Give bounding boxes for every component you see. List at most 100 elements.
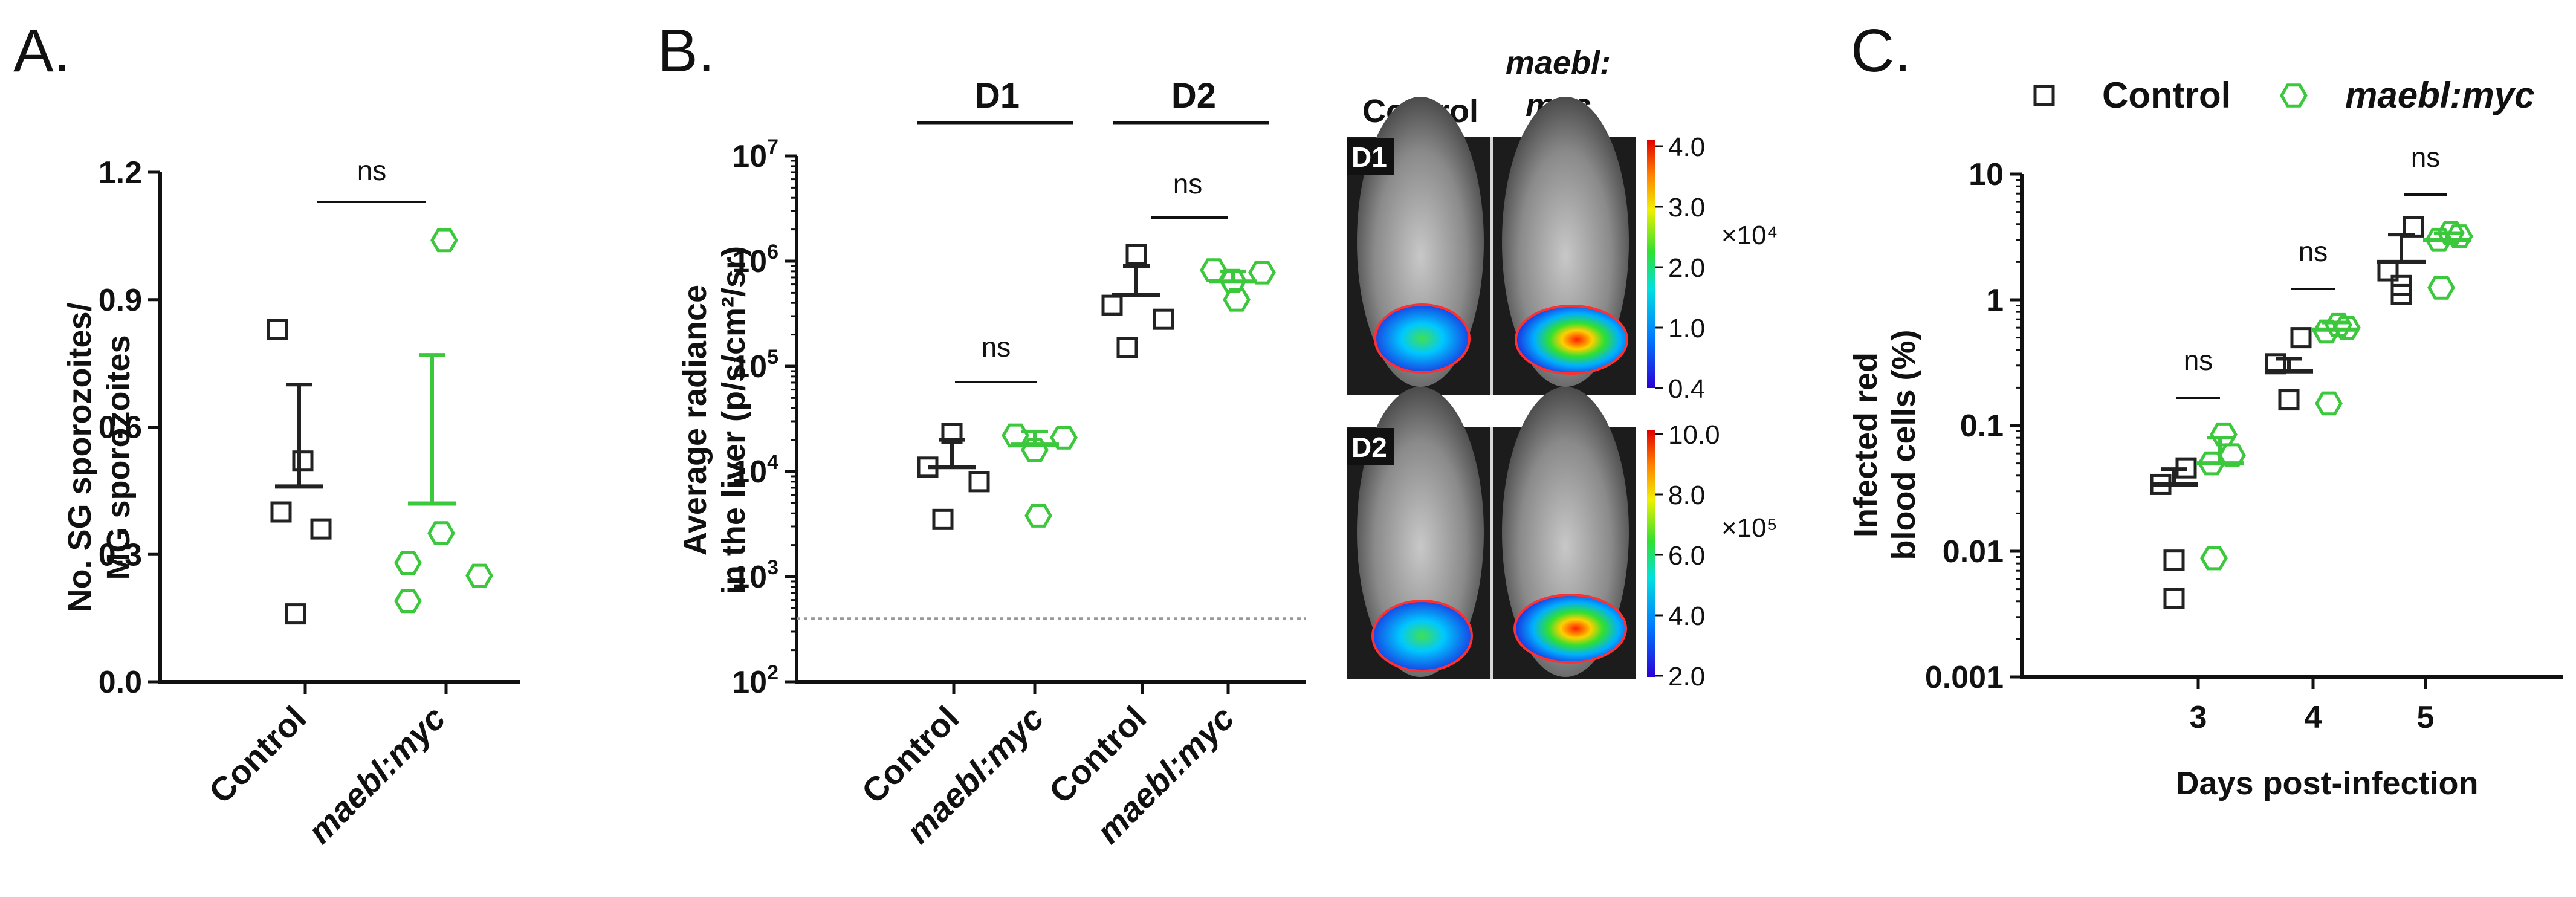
panel-c-point-maebl	[2315, 391, 2343, 416]
panel-b-point-control-d2	[1125, 244, 1147, 265]
panel-a-ylabel-line1: No. SG sporozoites/	[62, 302, 98, 612]
colorbar-tick-label: 2.0	[1668, 662, 1705, 691]
panel-a-ytick-label: 0.9	[99, 283, 142, 318]
panel-c-xtick-label: 4	[2305, 700, 2322, 735]
legend-control-label: Control	[2102, 75, 2231, 115]
legend-maebl-marker	[2280, 83, 2308, 108]
panel-a-point-maebl	[430, 228, 458, 253]
panel-b-point-control-d2	[1153, 308, 1174, 330]
panel-b-point-maebl-d1	[1021, 438, 1049, 462]
panel-letter-b: B.	[658, 17, 714, 85]
panel-c-xtick-label: 5	[2417, 700, 2435, 735]
colorbar-tick-label: 2.0	[1668, 253, 1705, 283]
panel-a-xcat-control: Control	[201, 699, 313, 811]
panel-b-ytick-label: 103	[732, 556, 778, 595]
panel-b-ns-d1: ns	[982, 331, 1011, 363]
panel-c-ytick-label: 0.001	[1925, 660, 2004, 695]
chart-b: 102 103 104 105 106 107	[732, 135, 1306, 700]
panel-b-point-control-d1	[968, 471, 990, 493]
panel-a-point-maebl	[394, 551, 422, 575]
panel-b-ytick-label: 104	[732, 451, 778, 490]
panel-c-ytick-label: 0.01	[1943, 534, 2004, 569]
panel-b-point-maebl-d2	[1223, 288, 1251, 312]
panel-a-ytick-label: 1.2	[99, 155, 142, 190]
colorbar-tick-label: 4.0	[1668, 601, 1705, 631]
panel-b-ytick-label: 106	[732, 241, 778, 279]
colorbar-d1-multiplier: ×10⁴	[1721, 221, 1778, 250]
colorbar-tick-label: 10.0	[1668, 420, 1720, 450]
liver-signal-d2-maebl	[1513, 594, 1627, 664]
colorbar-tick-label: 8.0	[1668, 481, 1705, 510]
panel-b-group-d2: D2	[1171, 76, 1216, 115]
colorbar-d2	[1647, 430, 1655, 677]
panel-a-ylabel-line2: MG sporozoites	[100, 335, 137, 580]
chart-c: 0.001 0.01 0.1 1 10 3 4 5 ns ns ns	[1925, 83, 2563, 735]
liver-signal-d1-maebl	[1515, 305, 1628, 375]
panel-c-ylabel-line1: Infected red	[1848, 352, 1884, 537]
imaging-panel: Control maebl: myc D1 D2 4.03.	[1347, 45, 1778, 691]
panel-c-point-control	[2290, 327, 2312, 349]
legend-maebl-label: maebl:myc	[2345, 75, 2534, 115]
panel-a-point-control	[267, 319, 288, 340]
liver-signal-d1-control	[1374, 303, 1471, 374]
panel-c-ns-label: ns	[2299, 236, 2328, 267]
panel-b-point-maebl-d1	[1050, 426, 1078, 450]
panel-c-point-control	[2163, 588, 2185, 609]
colorbar-d2-multiplier: ×10⁵	[1721, 513, 1778, 543]
panel-b-ytick-label: 102	[732, 661, 778, 700]
panel-a-ytick-label: 0.3	[99, 537, 142, 572]
panel-b-ytick-label: 107	[732, 135, 778, 174]
image-d2: D2	[1347, 387, 1636, 679]
panel-a-point-maebl	[394, 589, 422, 614]
panel-b-group-d1: D1	[975, 76, 1020, 115]
panel-a-ytick-label: 0.6	[99, 410, 142, 445]
colorbar-tick-label: 1.0	[1668, 314, 1705, 343]
panel-b-ylabel-line2: in the liver (p/s/cm²/sr)	[716, 246, 752, 594]
panel-b-point-control-d2	[1116, 337, 1138, 358]
panel-b-point-maebl-d2	[1248, 261, 1276, 285]
image-tag-d1: D1	[1351, 141, 1387, 173]
panel-b-point-control-d2	[1101, 294, 1123, 316]
panel-c-point-maebl	[2325, 312, 2352, 337]
colorbar-tick-label: 3.0	[1668, 193, 1705, 222]
panel-c-ytick-label: 0.1	[1960, 409, 2004, 444]
liver-signal-d2-control	[1371, 600, 1473, 672]
panel-letter-c: C.	[1851, 17, 1911, 85]
panel-letter-a: A.	[13, 17, 70, 85]
panel-a-xcat-maebl: maebl:myc	[300, 699, 452, 850]
panel-c-point-control	[2278, 389, 2300, 411]
image-d1: D1	[1347, 97, 1636, 395]
panel-a-point-control	[285, 603, 306, 625]
panel-c-point-maebl	[2427, 276, 2455, 300]
panel-c-ytick-label: 10	[1969, 157, 2004, 192]
panel-c-xlabel: Days post-infection	[2175, 765, 2478, 801]
panel-a-ytick-label: 0.0	[99, 665, 142, 700]
legend-control-marker	[2033, 85, 2055, 106]
panel-b-ytick-label: 105	[732, 346, 778, 384]
panel-b-point-control-d1	[932, 508, 954, 530]
colorbar-tick-label: 0.4	[1668, 374, 1705, 404]
panel-a-point-control	[292, 450, 314, 472]
colorbar-tick-label: 4.0	[1668, 132, 1705, 162]
panel-c-point-control	[2390, 283, 2412, 305]
panel-c-point-maebl	[2210, 422, 2238, 447]
panel-a-point-control	[310, 518, 332, 540]
panel-a-ns: ns	[357, 155, 387, 186]
panel-c-point-maebl	[2200, 546, 2228, 571]
panel-a-point-maebl	[465, 563, 493, 588]
panel-c-xtick-label: 3	[2190, 700, 2207, 735]
panel-c-ns-label: ns	[2184, 345, 2213, 376]
panel-b-ylabel-line1: Average radiance	[677, 285, 713, 555]
image-tag-d2: D2	[1351, 432, 1387, 463]
chart-a: 0.0 0.3 0.6 0.9 1.2	[99, 155, 520, 700]
image-title-maebl-line1: maebl:	[1506, 45, 1611, 81]
panel-c-ns-label: ns	[2411, 141, 2441, 173]
panel-b-ns-d2: ns	[1173, 168, 1203, 199]
panel-b-point-maebl-d1	[1024, 504, 1052, 528]
panel-c-ylabel-line2: blood cells (%)	[1886, 329, 1922, 560]
colorbar-tick-label: 6.0	[1668, 541, 1705, 571]
panel-a-point-control	[270, 501, 292, 523]
panel-c-point-control	[2278, 389, 2300, 411]
colorbar-d1	[1647, 140, 1655, 388]
